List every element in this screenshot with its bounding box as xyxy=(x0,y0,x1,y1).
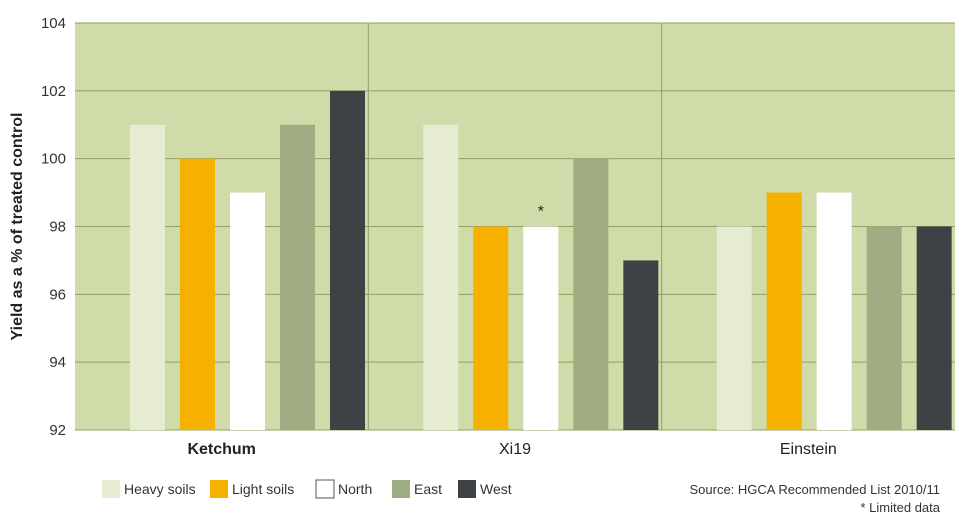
y-axis-label: Yield as a % of treated control xyxy=(9,113,26,341)
bars xyxy=(130,90,952,430)
bar-heavy-soils-einstein xyxy=(716,226,752,430)
y-tick-label: 92 xyxy=(49,422,66,439)
y-tick-label: 96 xyxy=(49,286,66,303)
bar-west-einstein xyxy=(916,226,952,430)
bar-east-einstein xyxy=(866,226,902,430)
bar-light-soils-einstein xyxy=(766,192,802,430)
x-category-label-ketchum: Ketchum xyxy=(187,441,255,458)
limited-data-marker: * xyxy=(538,204,544,221)
legend-label-north: North xyxy=(338,481,372,497)
legend-swatch-east xyxy=(392,480,410,498)
annotations: * xyxy=(538,204,544,221)
y-tick-label: 94 xyxy=(49,354,66,371)
category-dividers xyxy=(367,23,663,430)
bar-heavy-soils-ketchum xyxy=(130,124,165,430)
bar-west-xi19 xyxy=(623,260,659,430)
x-category-label-xi19: Xi19 xyxy=(499,441,531,458)
gridlines xyxy=(75,22,955,431)
y-axis-ticks: 92 94 96 98 100 102 104 xyxy=(41,15,66,439)
source-note: Source: HGCA Recommended List 2010/11 xyxy=(689,482,940,497)
legend-swatch-west xyxy=(458,480,476,498)
bar-north-einstein xyxy=(816,192,852,430)
bar-east-ketchum xyxy=(280,124,315,430)
bar-light-soils-ketchum xyxy=(180,158,215,430)
y-tick-label: 104 xyxy=(41,15,66,32)
y-tick-label: 98 xyxy=(49,219,66,236)
bar-light-soils-xi19 xyxy=(473,226,509,430)
legend-swatch-heavy-soils xyxy=(102,480,120,498)
legend-label-heavy-soils: Heavy soils xyxy=(124,481,196,497)
legend-label-east: East xyxy=(414,481,442,497)
bar-north-ketchum xyxy=(230,192,265,430)
x-axis-categories: Ketchum Xi19 Einstein xyxy=(187,441,836,458)
bar-heavy-soils-xi19 xyxy=(423,124,459,430)
footnote: * Limited data xyxy=(861,500,941,515)
bar-west-ketchum xyxy=(330,90,365,430)
bar-north-xi19 xyxy=(523,226,559,430)
legend-label-west: West xyxy=(480,481,512,497)
legend-swatch-light-soils xyxy=(210,480,228,498)
legend-label-light-soils: Light soils xyxy=(232,481,294,497)
y-tick-label: 102 xyxy=(41,83,66,100)
legend: Heavy soils Light soils North East West xyxy=(102,479,512,499)
x-category-label-einstein: Einstein xyxy=(780,441,837,458)
legend-swatch-north xyxy=(315,479,335,499)
bar-east-xi19 xyxy=(573,158,609,430)
y-tick-label: 100 xyxy=(41,151,66,168)
